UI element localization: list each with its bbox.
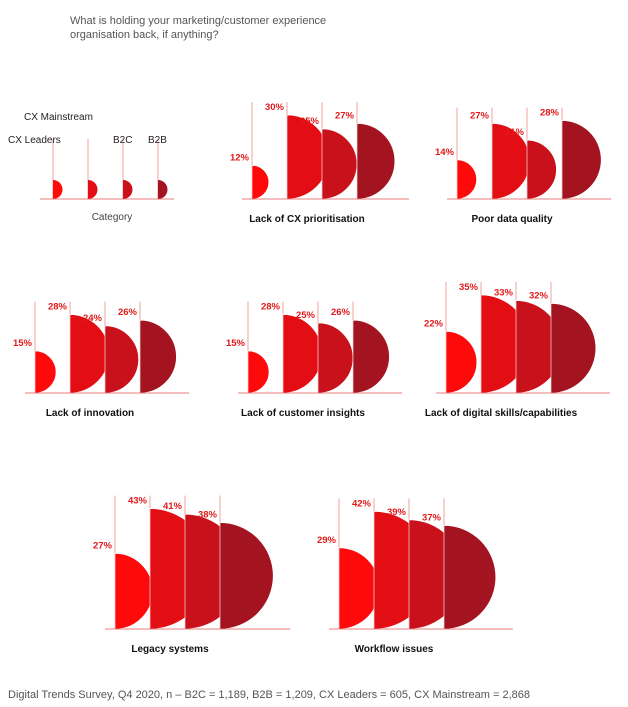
- category-label: Lack of customer insights: [241, 408, 365, 419]
- half-disc-cx-mainstream: [356, 123, 396, 200]
- half-disc-cx-mainstream: [219, 522, 274, 630]
- value-label-cx-leaders: 14%: [435, 147, 455, 158]
- value-label-b2c: 28%: [48, 302, 68, 313]
- half-disc-cx-mainstream: [352, 319, 390, 394]
- value-label-cx-mainstream: 28%: [540, 108, 560, 119]
- half-disc-cx-mainstream: [443, 525, 497, 630]
- legend-swatch-b2b: [123, 180, 133, 199]
- half-disc-cx-mainstream: [561, 120, 602, 200]
- legend-category-label: Category: [92, 212, 133, 223]
- panel-lack-of-cx-prioritisation: 12% 30% 25% 27% Lack of CX prioritisation: [230, 102, 409, 225]
- half-disc-b2b: [526, 139, 557, 200]
- chart-question: What is holding your marketing/customer …: [70, 15, 327, 41]
- category-label: Lack of digital skills/capabilities: [425, 408, 578, 419]
- value-label-cx-mainstream: 27%: [335, 110, 355, 121]
- value-label-cx-mainstream: 37%: [422, 512, 442, 523]
- legend-label-b2b: B2B: [148, 135, 167, 146]
- value-label-b2c: 30%: [265, 102, 285, 113]
- value-label-cx-leaders: 15%: [226, 338, 246, 349]
- value-label-b2b: 21%: [505, 127, 525, 138]
- value-label-b2b: 41%: [163, 501, 183, 512]
- value-label-b2b: 33%: [494, 288, 514, 299]
- half-disc-b2c: [282, 314, 323, 394]
- half-disc-cx-mainstream: [550, 303, 597, 394]
- value-label-b2b: 24%: [83, 313, 103, 324]
- panel-workflow-issues: 29% 42% 39% 37% Workflow issues: [317, 498, 513, 655]
- value-label-cx-mainstream: 26%: [331, 307, 351, 318]
- panel-lack-of-digital-skills-capabilities: 22% 35% 33% 32% Lack of digital skills/capab…: [424, 282, 610, 419]
- half-disc-b2b: [104, 325, 139, 394]
- half-disc-b2b: [317, 322, 354, 394]
- value-label-b2b: 39%: [387, 507, 407, 518]
- panel-lack-of-innovation: 15% 28% 24% 26% Lack of innovation: [13, 301, 190, 419]
- legend-swatch-cx-mainstream: [158, 180, 168, 199]
- legend-swatch-b2c: [88, 180, 98, 199]
- half-disc-cx-mainstream: [139, 319, 177, 394]
- value-label-b2c: 28%: [261, 302, 281, 313]
- value-label-b2c: 27%: [470, 110, 490, 121]
- category-label: Workflow issues: [355, 644, 434, 655]
- half-disc-cx-leaders: [445, 331, 478, 394]
- value-label-b2b: 25%: [296, 310, 316, 321]
- category-label: Poor data quality: [471, 214, 553, 225]
- legend-label-cx-mainstream: CX Mainstream: [24, 112, 93, 123]
- category-label: Lack of CX prioritisation: [249, 214, 365, 225]
- value-label-cx-leaders: 12%: [230, 152, 250, 163]
- panel-lack-of-customer-insights: 15% 28% 25% 26% Lack of customer insights: [226, 301, 403, 419]
- category-label: Legacy systems: [131, 644, 209, 655]
- legend: CX Leaders CX Mainstream B2C B2B Category: [8, 112, 174, 223]
- legend-swatch-cx-leaders: [53, 180, 63, 199]
- panel-poor-data-quality: 14% 27% 21% 28% Poor data quality: [435, 107, 612, 225]
- legend-label-cx-leaders: CX Leaders: [8, 135, 61, 146]
- half-disc-b2b: [321, 128, 358, 200]
- half-disc-cx-leaders: [34, 350, 57, 394]
- value-label-b2c: 35%: [459, 282, 479, 293]
- half-disc-cx-leaders: [114, 553, 154, 630]
- value-label-cx-leaders: 15%: [13, 338, 33, 349]
- half-disc-cx-leaders: [456, 159, 477, 200]
- value-label-cx-mainstream: 32%: [529, 290, 549, 301]
- value-label-cx-mainstream: 26%: [118, 307, 138, 318]
- value-label-b2c: 43%: [128, 496, 148, 507]
- value-label-cx-leaders: 22%: [424, 318, 444, 329]
- value-label-cx-leaders: 27%: [93, 540, 113, 551]
- panel-legacy-systems: 27% 43% 41% 38% Legacy systems: [93, 495, 291, 655]
- value-label-b2c: 42%: [352, 498, 372, 509]
- legend-label-b2c: B2C: [113, 135, 132, 146]
- category-label: Lack of innovation: [46, 408, 134, 419]
- source-footnote: Digital Trends Survey, Q4 2020, n – B2C …: [8, 689, 530, 701]
- value-label-cx-mainstream: 38%: [198, 510, 218, 521]
- half-disc-cx-leaders: [251, 165, 270, 200]
- half-disc-b2c: [69, 314, 110, 394]
- value-label-b2b: 25%: [300, 116, 320, 127]
- value-label-cx-leaders: 29%: [317, 535, 337, 546]
- half-disc-cx-leaders: [247, 350, 270, 394]
